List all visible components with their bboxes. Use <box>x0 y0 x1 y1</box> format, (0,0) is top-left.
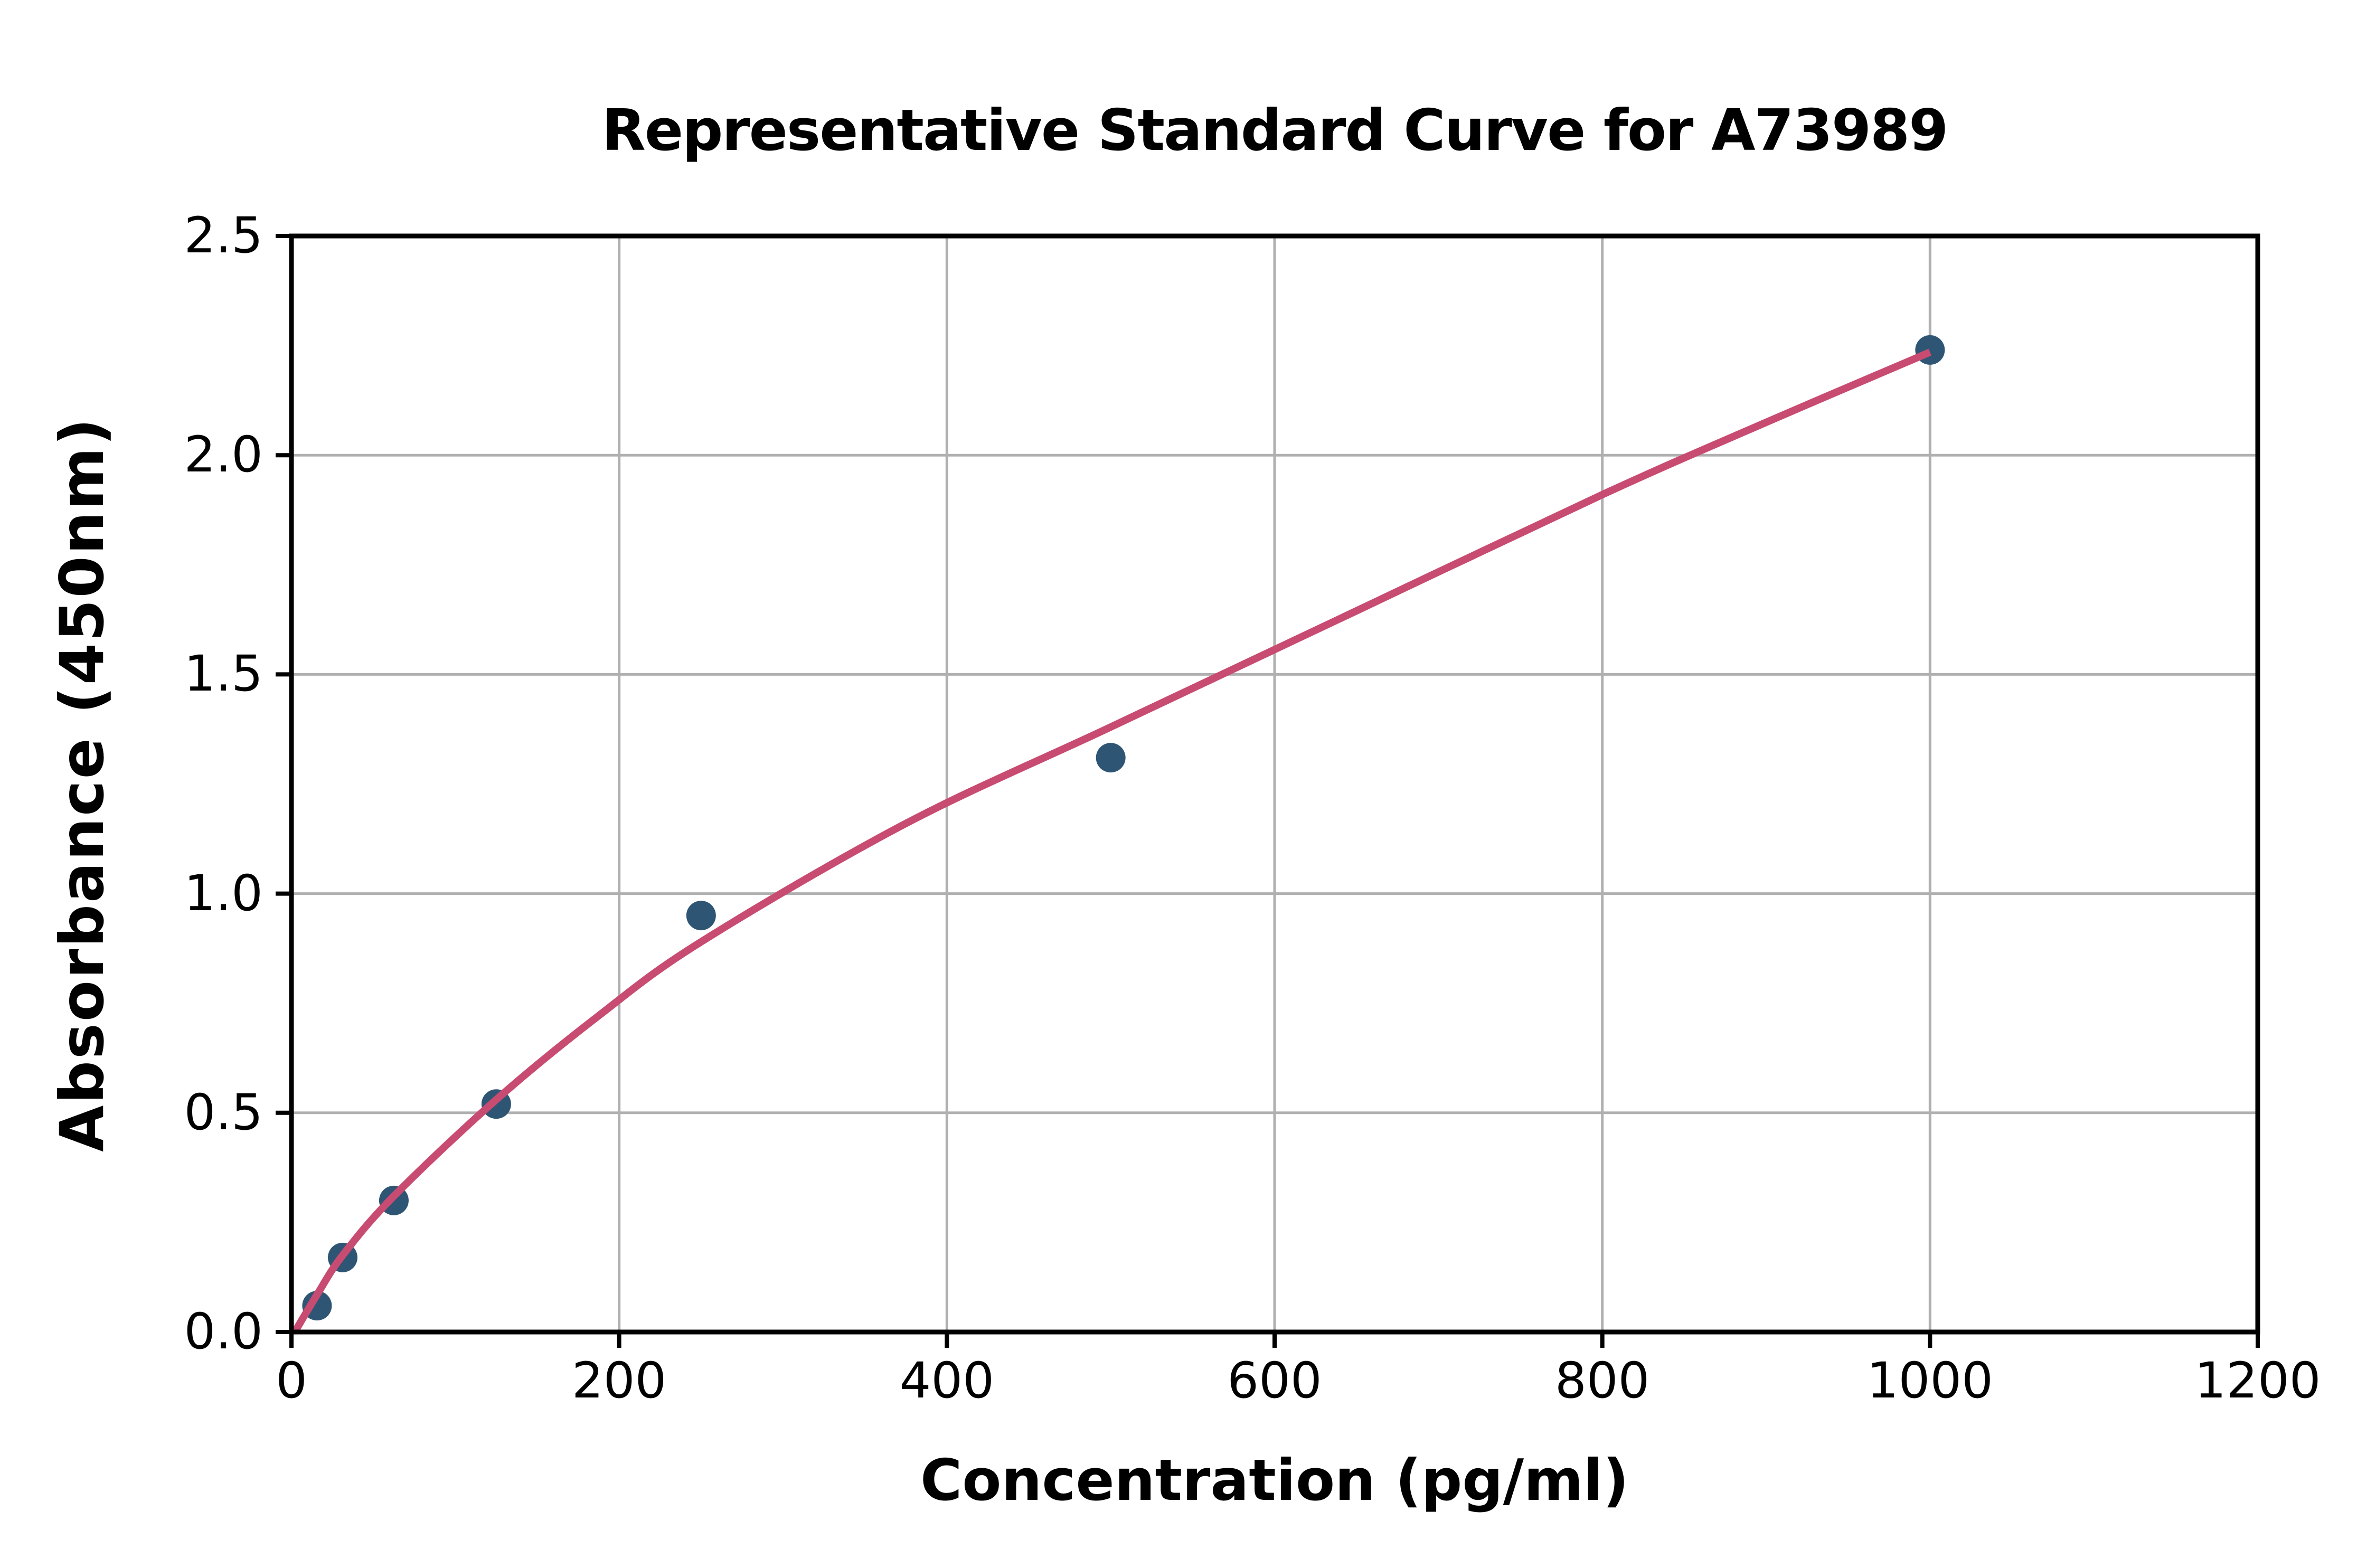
x-tick-label: 1000 <box>1866 1352 1993 1410</box>
standard-curve-line <box>291 348 1932 1334</box>
x-tick-label: 1200 <box>2194 1352 2321 1410</box>
y-tick-label: 1.5 <box>184 645 263 703</box>
x-tick-label: 600 <box>1227 1352 1322 1410</box>
x-tick-label: 0 <box>276 1352 307 1410</box>
x-tick-label: 800 <box>1554 1352 1650 1410</box>
x-tick-label: 400 <box>899 1352 995 1410</box>
y-tick-label: 2.0 <box>184 426 263 484</box>
y-tick-label: 2.5 <box>184 207 263 265</box>
data-point <box>1096 743 1126 773</box>
x-axis-label: Concentration (pg/ml) <box>920 1448 1629 1514</box>
x-tick-label: 200 <box>571 1352 667 1410</box>
data-point <box>686 901 716 931</box>
chart-title: Representative Standard Curve for A73989 <box>601 98 1949 164</box>
y-tick-label: 1.0 <box>184 864 263 922</box>
y-tick-label: 0.5 <box>184 1083 263 1141</box>
y-tick-label: 0.0 <box>184 1303 263 1361</box>
